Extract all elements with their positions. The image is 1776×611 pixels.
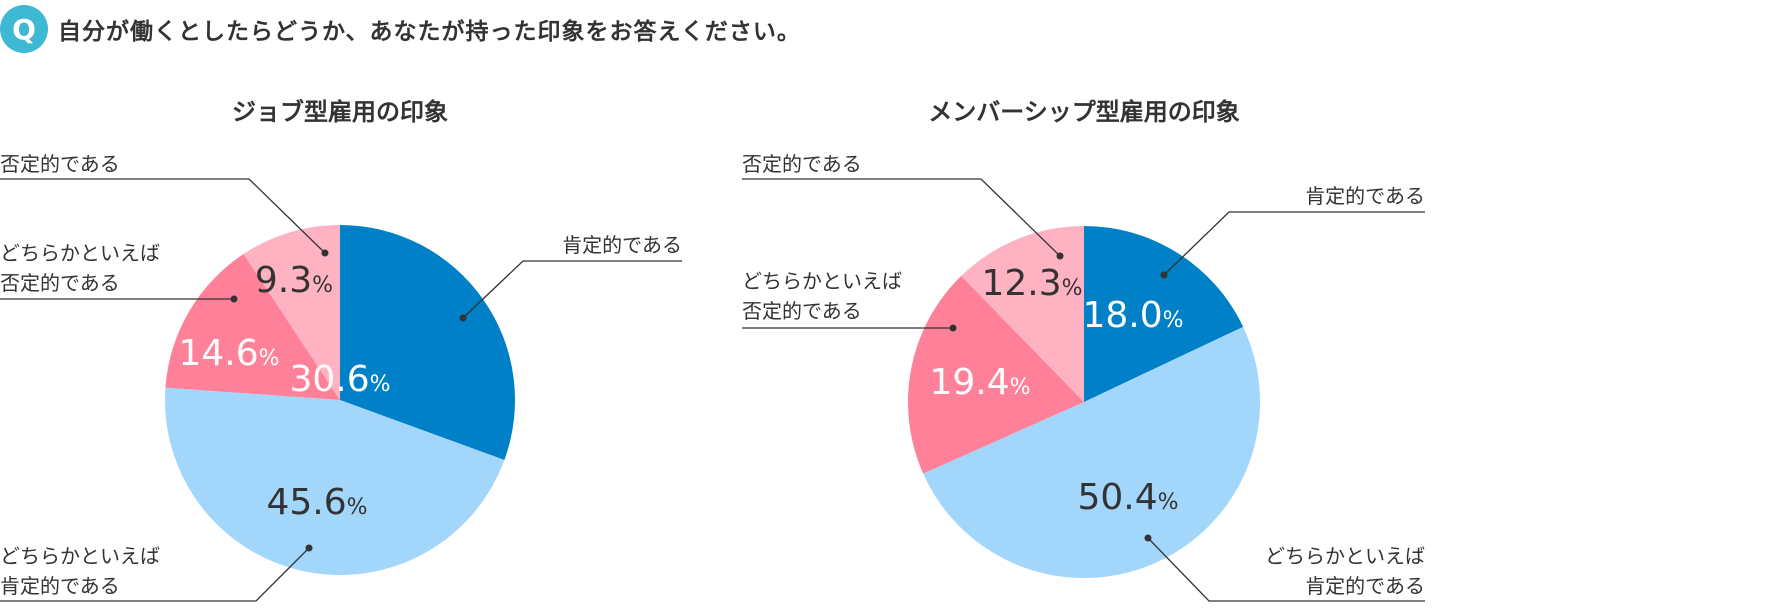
slice-category-label: 否定的である (742, 152, 862, 176)
slice-category-label: 肯定的である (1305, 184, 1425, 208)
slice-category-label: どちらかといえば (1265, 544, 1425, 568)
slice-category-label: どちらかといえば (742, 269, 902, 293)
slice-value-label: 45.6% (266, 482, 367, 523)
slice-value-label: 9.3% (255, 260, 333, 301)
leader-dot (1160, 271, 1168, 279)
question-header: Q 自分が働くとしたらどうか、あなたが持った印象をお答えください。 (0, 5, 801, 53)
leader-line (742, 178, 1061, 257)
pie-slice (340, 225, 515, 460)
slice-category-label: 否定的である (742, 299, 862, 323)
pie-slice (961, 226, 1084, 402)
slice-category-label: 肯定的である (1305, 574, 1425, 598)
slice-value-label: 12.3% (981, 263, 1082, 304)
leader-dot (1144, 534, 1152, 542)
question-text: 自分が働くとしたらどうか、あなたが持った印象をお答えください。 (58, 19, 801, 45)
pie-slice (1084, 226, 1244, 402)
question-badge: Q (0, 5, 48, 53)
slice-category-label: 肯定的である (562, 233, 682, 257)
pie-slice (165, 253, 340, 400)
pie-slice (243, 225, 340, 400)
slice-category-label: 否定的である (0, 152, 120, 176)
slice-category-label: 肯定的である (0, 574, 120, 598)
leader-line (1163, 211, 1425, 276)
pie-slice (923, 326, 1261, 579)
slice-value-label: 19.4% (929, 362, 1030, 403)
slice-value-label: 18.0% (1082, 295, 1183, 336)
pie-slice (165, 387, 505, 575)
leader-line (0, 178, 326, 254)
leader-dot (321, 249, 329, 257)
leader-dot (459, 314, 467, 322)
slice-value-label: 50.4% (1077, 477, 1178, 518)
slice-value-label: 14.6% (178, 333, 279, 374)
slice-category-label: どちらかといえば (0, 241, 160, 265)
slice-value-label: 30.6% (289, 359, 390, 400)
leader-dot (305, 544, 313, 552)
slice-category-label: 否定的である (0, 271, 120, 295)
slice-category-label: どちらかといえば (0, 544, 160, 568)
leader-line (462, 260, 682, 319)
leader-line (1147, 537, 1425, 602)
leader-dot (949, 324, 957, 332)
leader-line (0, 547, 310, 602)
leader-dot (230, 295, 238, 303)
chart-title: ジョブ型雇用の印象 (232, 98, 448, 126)
leader-dot (1056, 252, 1064, 260)
chart-title: メンバーシップ型雇用の印象 (928, 98, 1240, 126)
